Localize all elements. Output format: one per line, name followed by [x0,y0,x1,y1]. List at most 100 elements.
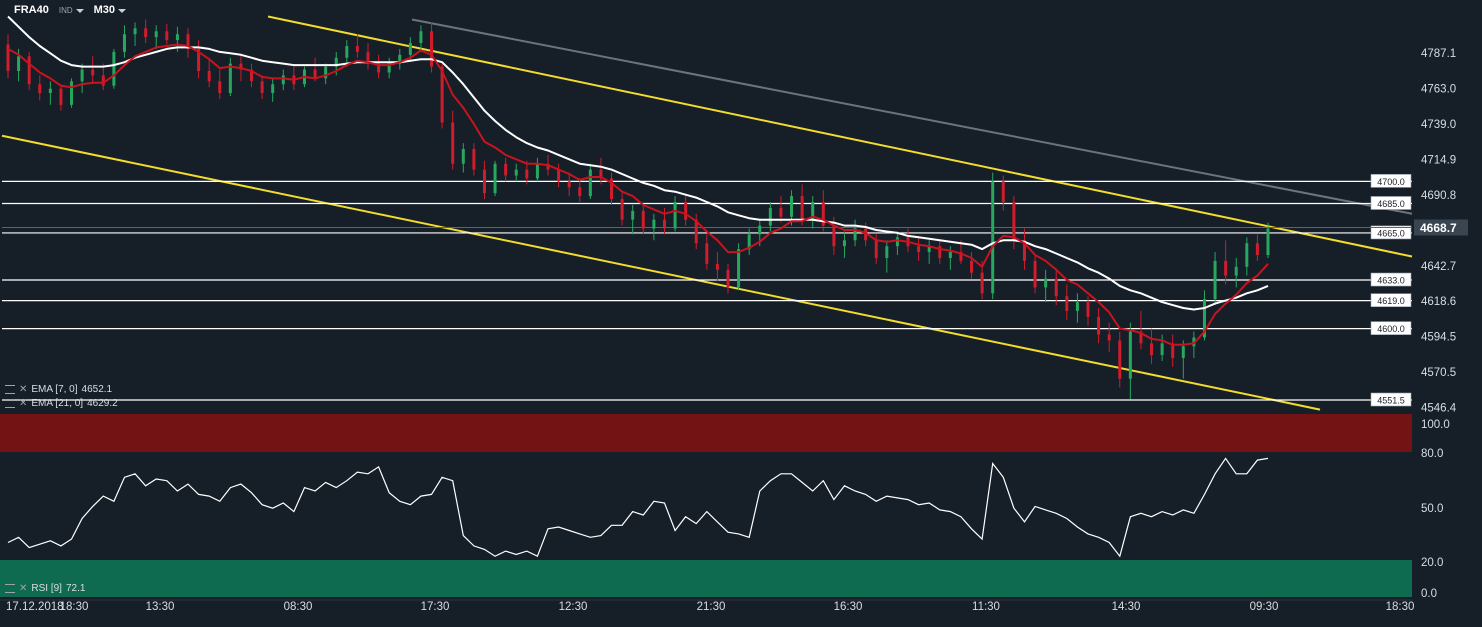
symbol-label[interactable]: FRA40 [14,4,49,16]
market-label[interactable]: IND [59,6,84,15]
candle-body [218,81,222,94]
candle-body [197,48,201,71]
level-label: 4633.0 [1377,276,1405,286]
rsi-layer [7,457,1269,558]
candle-body [398,54,402,64]
candle-body [641,210,645,229]
candle-body [599,169,603,179]
candle-body [1245,243,1249,267]
close-icon[interactable]: ✕ [19,583,28,594]
ema7-legend[interactable]: ✕ EMA [7, 0] 4652.1 [5,384,112,395]
candle-body [927,246,931,253]
candle-body [885,246,889,258]
rsi-tick-label: 0.0 [1421,588,1437,600]
candle-body [207,70,211,82]
candle-body [917,246,921,253]
candle-body [440,66,444,123]
trendline-grey[interactable] [411,18,1413,215]
level-label-box [1370,293,1412,307]
candle-body [811,202,815,220]
candle-body [1224,260,1228,276]
chevron-down-icon [75,8,84,13]
ema7-value: 4652.1 [81,384,113,395]
trendline-lower[interactable] [1,134,1321,411]
candle-body [80,69,84,82]
close-icon[interactable]: ✕ [19,384,28,395]
candle-body [970,260,974,273]
candle-body [737,249,741,288]
candle-body [938,246,942,258]
rsi-tick-label: 50.0 [1421,503,1443,515]
time-tick-label: 13:30 [146,601,175,613]
candle-body [800,196,804,220]
candle-body [578,187,582,197]
level-label-box [1370,392,1412,407]
price-tick-label: 4787.1 [1421,48,1456,60]
candle-body [419,31,423,44]
time-tick-label: 11:30 [972,601,1000,613]
candle-body [895,237,899,247]
candle-body [790,196,794,217]
chevron-down-icon [118,9,127,13]
rsi-value: 72.1 [65,583,86,594]
ema21-legend[interactable]: ✕ EMA [21, 0] 4629.2 [5,398,118,409]
rsi-legend[interactable]: ✕ RSI [9] 72.1 [5,583,85,594]
candle-body [1139,331,1143,344]
trendline-layer[interactable] [1,15,1413,411]
settings-icon[interactable] [5,584,15,593]
candle-body [1171,343,1175,359]
close-icon[interactable]: ✕ [19,398,28,409]
candle-body [959,252,963,261]
rsi-overbought-band [0,414,1412,452]
settings-icon[interactable] [5,399,15,408]
rsi-tick-label: 100.0 [1421,419,1450,431]
candle-body [684,202,688,220]
candle-layer [6,19,1270,400]
time-tick-label: 12:30 [559,601,588,613]
candle-body [1022,240,1026,261]
candle-body [271,84,275,94]
price-tick-label: 4594.5 [1421,332,1456,344]
candle-body [991,181,995,294]
level-label-box [1370,321,1412,335]
candle-body [165,31,169,41]
candle-body [620,199,624,220]
price-tick-label: 4714.9 [1421,154,1456,166]
timeframe-select[interactable]: M30 [94,4,127,16]
candle-body [1097,316,1101,335]
candle-body [324,66,328,79]
candle-body [1202,299,1206,338]
candle-body [567,181,571,188]
candle-body [779,207,783,217]
candle-body [38,84,42,94]
price-tick-label: 4690.8 [1421,190,1456,202]
ema-layer [7,15,1269,346]
rsi-tick-label: 80.0 [1421,448,1443,460]
candle-body [313,69,317,79]
candle-body [546,163,550,170]
candle-body [387,63,391,73]
candle-body [144,28,148,38]
candle-body [91,69,95,76]
candle-body [610,178,614,200]
candle-body [631,210,635,220]
trendline-upper[interactable] [267,15,1413,258]
settings-icon[interactable] [5,385,15,394]
level-layer[interactable]: 4700.0 4685.0 4665.0 4633.0 4619.0 4600.0 4551… [2,174,1412,407]
time-tick-label: 18:30 [1386,601,1415,613]
rsi-tick-label: 20.0 [1421,557,1443,569]
price-tick-label: 4570.5 [1421,367,1456,379]
candle-body [652,219,656,229]
candle-body [1128,331,1132,379]
candle-body [1075,302,1079,311]
candle-body [239,63,243,70]
instrument-header: FRA40 IND M30 [0,0,127,20]
candle-body [1181,346,1185,359]
candle-body [504,163,508,176]
ema21-value: 4629.2 [87,398,118,409]
candle-body [472,149,476,170]
price-tick-label: 4546.4 [1421,403,1457,415]
candle-body [768,207,772,226]
